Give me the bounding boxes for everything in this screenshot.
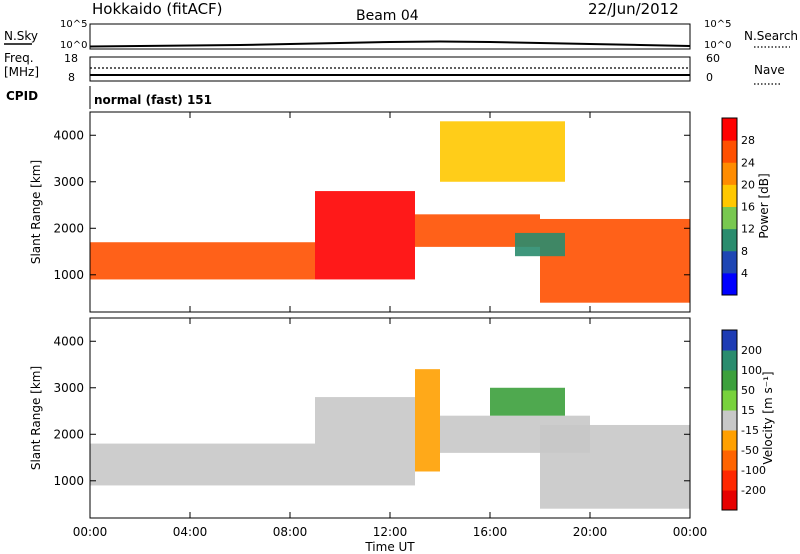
colorbar-swatch xyxy=(722,162,737,185)
heatmap-cell xyxy=(540,218,690,303)
colorbar-swatch xyxy=(722,118,737,141)
colorbar-swatch xyxy=(722,206,737,230)
x-tick-label: 00:00 xyxy=(73,525,108,539)
velocity-colorbar-tick: -200 xyxy=(741,484,766,497)
heatmap-cell xyxy=(540,424,690,509)
colorbar-swatch xyxy=(722,490,737,511)
nave-tick-top: 60 xyxy=(706,52,720,65)
x-tick-label: 00:00 xyxy=(673,525,708,539)
velocity-ylabel: Slant Range [km] xyxy=(29,366,43,470)
y-tick-label: 4000 xyxy=(53,334,84,348)
velocity-panel: 1000 2000 3000 4000 Slant Range [km] 200 100… xyxy=(29,317,775,519)
nsky-panel: N.Sky 10^5 10^0 10^5 10^0 N.Search xyxy=(4,19,798,51)
power-colorbar xyxy=(722,118,737,296)
nsky-label: N.Sky xyxy=(4,29,38,43)
nsearch-tick-bottom: 10^0 xyxy=(704,40,731,51)
velocity-colorbar-tick: 50 xyxy=(741,384,755,397)
y-tick-label: 2000 xyxy=(53,221,84,235)
freq-units-label: [MHz] xyxy=(4,65,39,79)
heatmap-cell xyxy=(490,387,565,416)
x-tick-label: 16:00 xyxy=(473,525,508,539)
power-colorbar-tick: 20 xyxy=(741,178,755,191)
velocity-colorbar-tick: -15 xyxy=(741,424,759,437)
velocity-colorbar-tick: -100 xyxy=(741,464,766,477)
nsearch-tick-top: 10^5 xyxy=(704,19,731,30)
power-panel: 1000 2000 3000 4000 Slant Range [km] 4 8 12 16… xyxy=(29,111,771,313)
y-tick-label: 2000 xyxy=(53,427,84,441)
beam-label: Beam 04 xyxy=(356,8,419,24)
power-colorbar-tick: 4 xyxy=(741,267,748,280)
nsky-tick-top: 10^5 xyxy=(60,19,87,30)
y-tick-label: 1000 xyxy=(53,474,84,488)
x-axis: 00:00 04:00 08:00 12:00 16:00 20:00 00:00 xyxy=(73,112,708,539)
date-label: 22/Jun/2012 xyxy=(588,0,679,18)
heatmap-cell xyxy=(90,443,315,486)
cpid-panel: CPID normal (fast) 151 xyxy=(6,86,212,109)
heatmap-cell xyxy=(440,121,565,182)
colorbar-swatch xyxy=(722,184,737,207)
power-colorbar-tick: 28 xyxy=(741,134,755,147)
x-tick-label: 20:00 xyxy=(573,525,608,539)
power-ylabel: Slant Range [km] xyxy=(29,160,43,264)
power-colorbar-tick: 8 xyxy=(741,245,748,258)
cpid-text: normal (fast) 151 xyxy=(94,93,212,107)
velocity-colorbar-label: Velocity [m s⁻¹] xyxy=(761,371,775,464)
power-colorbar-label: Power [dB] xyxy=(757,173,771,238)
freq-tick-top: 18 xyxy=(64,52,78,65)
velocity-colorbar-tick: -50 xyxy=(741,444,759,457)
colorbar-swatch xyxy=(722,330,737,351)
x-tick-label: 04:00 xyxy=(173,525,208,539)
nsky-tick-bottom: 10^0 xyxy=(60,40,87,51)
colorbar-swatch xyxy=(722,370,737,391)
freq-panel: Freq. [MHz] 18 8 60 0 Nave xyxy=(4,51,785,85)
cpid-label: CPID xyxy=(6,89,38,103)
heatmap-cell xyxy=(315,191,415,280)
y-tick-label: 3000 xyxy=(53,381,84,395)
colorbar-swatch xyxy=(722,350,737,371)
freq-tick-bottom: 8 xyxy=(68,71,75,84)
colorbar-swatch xyxy=(722,390,737,411)
colorbar-swatch xyxy=(722,410,737,431)
power-colorbar-tick: 12 xyxy=(741,223,755,236)
y-tick-label: 3000 xyxy=(53,175,84,189)
power-colorbar-tick: 16 xyxy=(741,201,755,214)
x-axis-label: Time UT xyxy=(364,540,415,554)
y-tick-label: 1000 xyxy=(53,268,84,282)
velocity-colorbar-tick: 15 xyxy=(741,404,755,417)
nave-label: Nave xyxy=(754,63,785,77)
x-tick-label: 12:00 xyxy=(373,525,408,539)
velocity-colorbar-tick: 200 xyxy=(741,344,762,357)
velocity-colorbar xyxy=(722,330,737,511)
plot-title: Hokkaido (fitACF) xyxy=(92,0,223,18)
nsearch-label: N.Search xyxy=(744,29,798,43)
power-colorbar-tick: 24 xyxy=(741,156,755,169)
velocity-colorbar-tick: 100 xyxy=(741,364,762,377)
power-heatmap xyxy=(90,121,690,303)
velocity-heatmap xyxy=(90,369,690,509)
colorbar-swatch xyxy=(722,470,737,491)
freq-label: Freq. xyxy=(4,51,34,65)
colorbar-swatch xyxy=(722,450,737,471)
y-tick-label: 4000 xyxy=(53,128,84,142)
colorbar-swatch xyxy=(722,250,737,274)
nsky-series-line xyxy=(89,40,691,48)
nave-tick-bottom: 0 xyxy=(706,71,713,84)
colorbar-swatch xyxy=(722,430,737,451)
colorbar-swatch xyxy=(722,272,737,296)
heatmap-cell xyxy=(315,397,415,486)
heatmap-cell xyxy=(515,232,565,257)
x-tick-label: 08:00 xyxy=(273,525,308,539)
heatmap-cell xyxy=(90,242,315,280)
colorbar-swatch xyxy=(722,228,737,252)
heatmap-cell xyxy=(415,369,440,472)
colorbar-swatch xyxy=(722,140,737,163)
